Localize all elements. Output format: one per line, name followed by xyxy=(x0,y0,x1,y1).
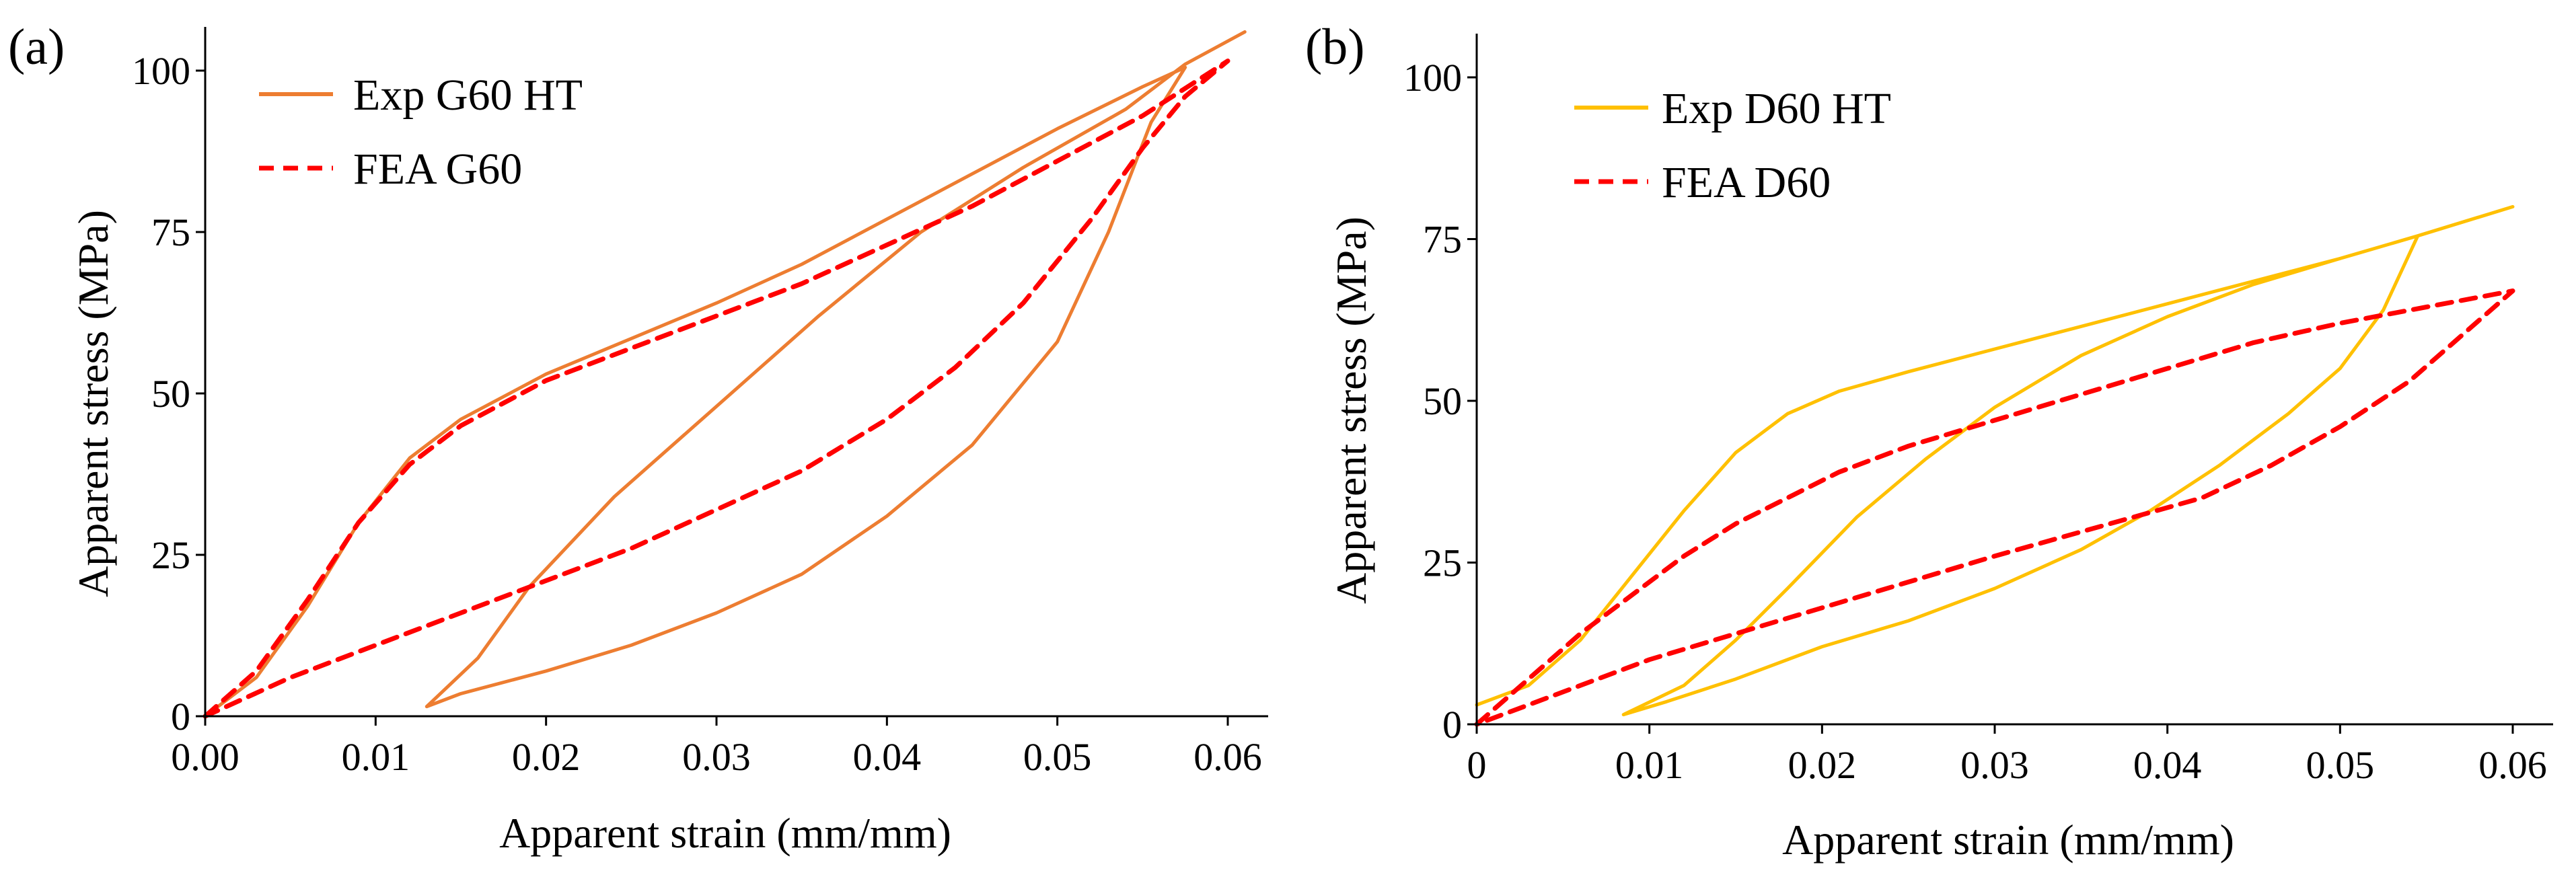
y-ticks-a: 0 25 50 75 100 xyxy=(132,49,205,738)
y-tick-label: 75 xyxy=(1423,218,1462,262)
x-tick-label: 0.04 xyxy=(853,735,922,779)
y-tick-label: 0 xyxy=(171,695,190,738)
y-tick-label: 100 xyxy=(132,49,190,93)
y-axis-label-a: Apparent stress (MPa) xyxy=(69,210,117,597)
y-ticks-b: 0 25 50 75 100 xyxy=(1403,56,1477,746)
legend-label-exp-g60: Exp G60 HT xyxy=(353,71,583,120)
series-line-fea-g60 xyxy=(203,59,1230,719)
x-axis-label-b: Apparent strain (mm/mm) xyxy=(1782,816,2234,864)
series-layer-b xyxy=(1474,204,2515,727)
y-tick-label: 75 xyxy=(151,210,190,254)
legend-a: Exp G60 HT FEA G60 xyxy=(259,71,583,194)
y-tick-label: 25 xyxy=(1423,541,1462,585)
series-layer-a xyxy=(203,30,1247,719)
x-tick-label: 0.02 xyxy=(512,735,581,779)
x-tick-label: 0.06 xyxy=(2478,743,2547,787)
series-line-exp-g60-ht xyxy=(203,30,1247,718)
x-tick-label: 0.03 xyxy=(1960,743,2029,787)
x-tick-label: 0.01 xyxy=(342,735,410,779)
x-axis-label-a: Apparent strain (mm/mm) xyxy=(499,809,951,857)
x-tick-label: 0.02 xyxy=(1788,743,1857,787)
legend-label-fea-d60: FEA D60 xyxy=(1662,158,1831,207)
x-tick-label: 0 xyxy=(1467,743,1487,787)
legend-b: Exp D60 HT FEA D60 xyxy=(1574,84,1891,207)
x-ticks-a: 0.00 0.01 0.02 0.03 0.04 0.05 0.06 xyxy=(171,716,1262,779)
x-tick-label: 0.06 xyxy=(1193,735,1262,779)
y-tick-label: 25 xyxy=(151,533,190,577)
y-axis-label-b: Apparent stress (MPa) xyxy=(1327,217,1375,604)
y-tick-label: 0 xyxy=(1442,703,1462,746)
legend-label-exp-d60: Exp D60 HT xyxy=(1662,84,1891,133)
x-tick-label: 0.05 xyxy=(1023,735,1092,779)
x-tick-label: 0.05 xyxy=(2306,743,2375,787)
x-tick-label: 0.04 xyxy=(2133,743,2202,787)
x-tick-label: 0.03 xyxy=(682,735,751,779)
y-tick-label: 100 xyxy=(1403,56,1462,100)
panel-label-a: (a) xyxy=(8,19,65,75)
x-ticks-b: 0 0.01 0.02 0.03 0.04 0.05 0.06 xyxy=(1467,724,2547,787)
chart-panel-b: (b) 0 25 50 75 100 0 0.01 0.02 0.03 0.04 0.05 0.06… xyxy=(1305,19,2553,864)
series-line-fea-d60 xyxy=(1474,289,2515,727)
x-tick-label: 0.01 xyxy=(1615,743,1684,787)
series-line-exp-d60-ht xyxy=(1475,204,2515,717)
legend-label-fea-g60: FEA G60 xyxy=(353,145,522,194)
x-tick-label: 0.00 xyxy=(171,735,240,779)
y-tick-label: 50 xyxy=(1423,379,1462,423)
panel-label-b: (b) xyxy=(1305,19,1365,75)
y-tick-label: 50 xyxy=(151,372,190,416)
